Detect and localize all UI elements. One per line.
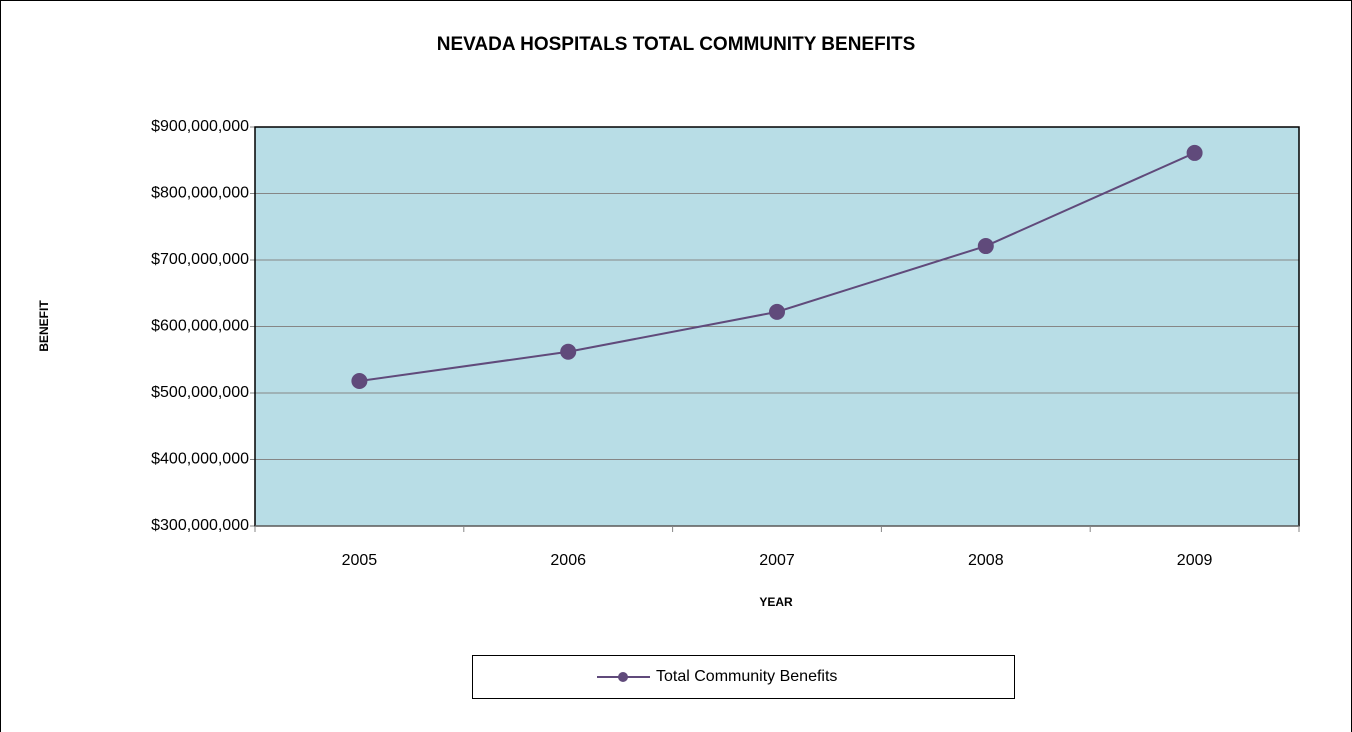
legend-label: Total Community Benefits [656, 668, 837, 685]
y-tick-label: $500,000,000 [151, 384, 249, 401]
x-tick-label: 2006 [550, 552, 586, 569]
y-axis-label: BENEFIT [37, 300, 51, 352]
y-tick-label: $800,000,000 [151, 185, 249, 202]
chart-title: NEVADA HOSPITALS TOTAL COMMUNITY BENEFIT… [437, 34, 916, 55]
data-point [769, 303, 785, 320]
x-tick-label: 2008 [968, 552, 1004, 569]
y-tick-label: $700,000,000 [151, 251, 249, 268]
data-point [977, 238, 994, 255]
legend-marker [618, 672, 628, 682]
data-point [351, 373, 368, 390]
x-axis-label: YEAR [759, 595, 793, 609]
y-tick-label: $900,000,000 [151, 118, 249, 135]
data-point [1186, 144, 1203, 161]
y-tick-label: $600,000,000 [151, 318, 249, 335]
data-point [560, 343, 577, 360]
x-tick-label: 2005 [342, 552, 378, 569]
x-tick-label: 2007 [759, 552, 795, 569]
x-tick-label: 2009 [1177, 552, 1213, 569]
y-tick-label: $400,000,000 [151, 451, 249, 468]
y-tick-label: $300,000,000 [151, 517, 249, 534]
legend [472, 655, 1015, 699]
